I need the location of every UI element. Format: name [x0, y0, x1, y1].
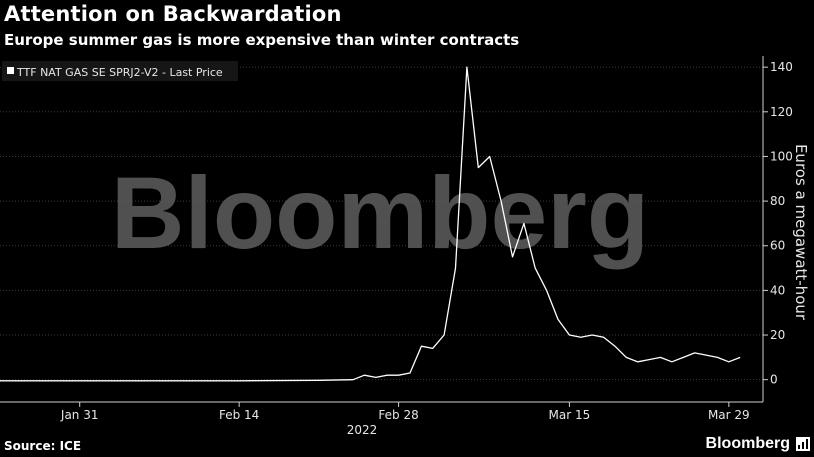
- x-tick-label: Feb 28: [378, 408, 418, 422]
- chart-title: Attention on Backwardation: [4, 2, 342, 26]
- legend-swatch: [7, 67, 14, 74]
- source-note: Source: ICE: [4, 439, 82, 453]
- bloomberg-logo: Bloomberg: [705, 435, 790, 452]
- chart-icon: [796, 437, 810, 451]
- y-tick-label: 60: [770, 239, 785, 253]
- y-axis: 0 20 40 60 80 100 120 140: [763, 60, 793, 387]
- x-tick-label: Feb 14: [219, 408, 259, 422]
- legend-background: [2, 61, 238, 81]
- x-axis: Jan 31 Feb 14 Feb 28 Mar 15 Mar 29: [60, 402, 750, 422]
- grid-lines: [0, 66, 763, 381]
- bloomberg-watermark: Bloomberg: [111, 156, 649, 270]
- x-tick-label: Jan 31: [60, 408, 99, 422]
- legend-label: TTF NAT GAS SE SPRJ2-V2 - Last Price: [16, 66, 223, 79]
- y-tick-label: 0: [770, 373, 778, 387]
- plot-frame: [0, 56, 764, 403]
- y-tick-label: 40: [770, 283, 785, 297]
- x-tick-label: Mar 15: [549, 408, 591, 422]
- year-label: 2022: [347, 423, 378, 437]
- series-line: [0, 66, 741, 382]
- x-tick-label: Mar 29: [708, 408, 750, 422]
- chart-subtitle: Europe summer gas is more expensive than…: [4, 31, 520, 49]
- y-tick-label: 80: [770, 194, 785, 208]
- legend: TTF NAT GAS SE SPRJ2-V2 - Last Price: [2, 61, 238, 81]
- y-tick-label: 100: [770, 149, 793, 163]
- y-tick-label: 140: [770, 60, 793, 74]
- y-tick-label: 20: [770, 328, 785, 342]
- y-axis-title: Euros a megawatt-hour: [792, 144, 810, 321]
- y-tick-label: 120: [770, 105, 793, 119]
